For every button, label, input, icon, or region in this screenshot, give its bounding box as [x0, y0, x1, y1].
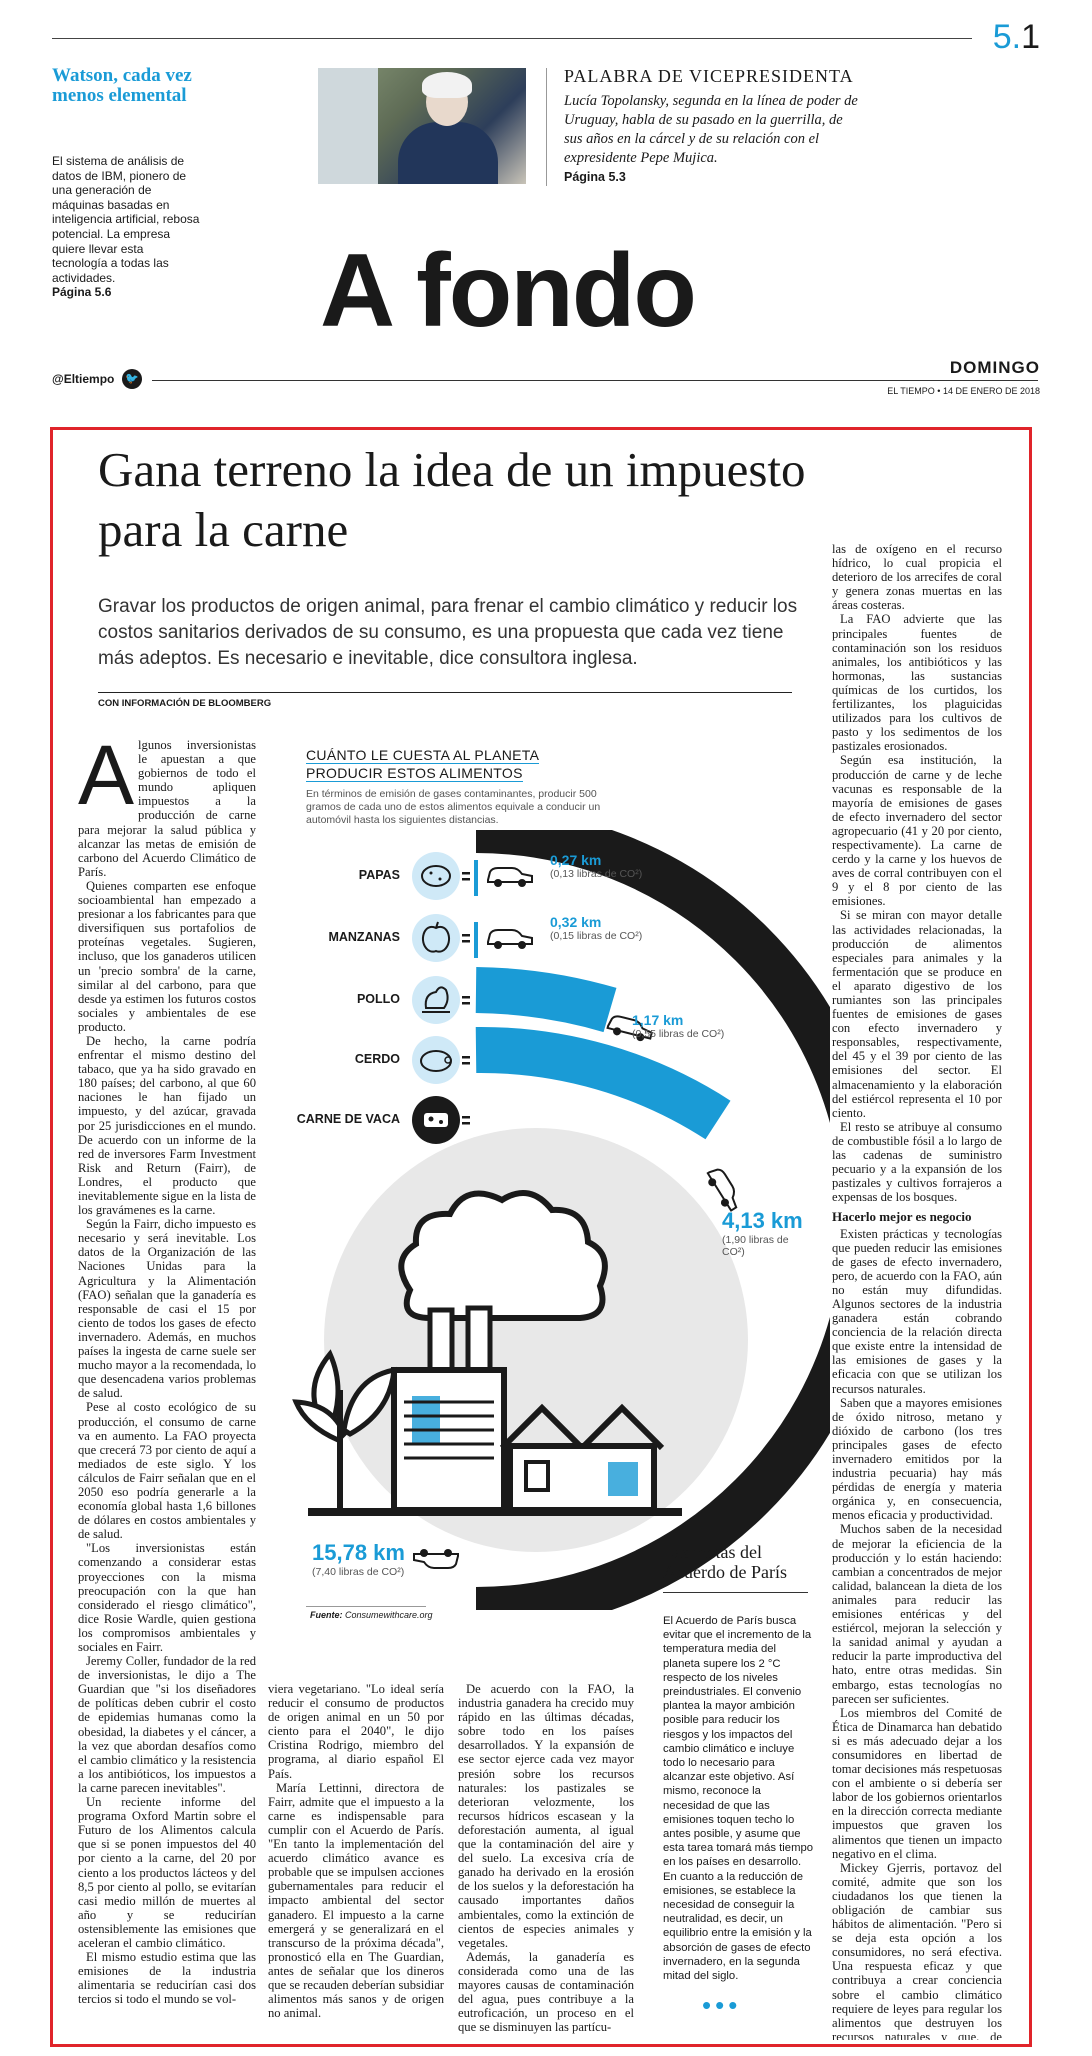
subhead: Hacerlo mejor es negocio: [832, 1210, 1002, 1224]
paragraph: Existen prácticas y tecnologías que pued…: [832, 1227, 1002, 1396]
paragraph: María Lettinni, directora de Fairr, admi…: [268, 1781, 444, 2021]
interview-title[interactable]: PALABRA DE VICEPRESIDENTA: [564, 66, 854, 87]
more-indicator: •••: [702, 1990, 741, 2021]
paragraph: "Los inversionistas están comenzando a c…: [78, 1541, 256, 1654]
item-label-chicken: POLLO: [280, 992, 400, 1006]
paragraph: El resto se atribuye al consumo de combu…: [832, 1120, 1002, 1205]
infographic-title: CUÁNTO LE CUESTA AL PLANETA PRODUCIR EST…: [306, 746, 539, 782]
paragraph: Muchos saben de la necesidad de mejorar …: [832, 1522, 1002, 1705]
section-title: A fondo: [320, 236, 880, 346]
car-icon-pork: [704, 1166, 743, 1213]
pig-icon: [412, 1036, 460, 1084]
potato-icon: [412, 852, 460, 900]
interview-page[interactable]: Página 5.3: [564, 170, 626, 184]
potato-bar: [474, 860, 478, 896]
article-column-4: las de oxígeno en el recurso hídrico, lo…: [832, 542, 1002, 2040]
teaser-title[interactable]: Watson, cada vez menos elemental: [52, 66, 202, 106]
equals-signs: [462, 872, 470, 1125]
article-column-3: De acuerdo con la FAO, la industria gana…: [458, 1682, 634, 2042]
sidebar-title: Las metas del Acuerdo de París: [663, 1542, 813, 1582]
article-deck: Gravar los productos de origen animal, p…: [98, 594, 808, 672]
value-apple: 0,32 km (0,15 libras de CO²): [550, 914, 642, 942]
cow-icon: [412, 1096, 460, 1144]
paragraph: Quienes comparten ese enfoque socioambie…: [78, 879, 256, 1034]
apple-icon: [412, 914, 460, 962]
interview-photo[interactable]: [318, 68, 526, 184]
twitter-handle[interactable]: @Eltiempo: [52, 372, 114, 386]
chicken-arc: [476, 990, 610, 1010]
paragraph: Según esa institución, la producción de …: [832, 753, 1002, 908]
paragraph: Si se miran con mayor detalle las activi…: [832, 908, 1002, 1119]
paragraph: las de oxígeno en el recurso hídrico, lo…: [832, 542, 1002, 612]
paragraph: Saben que a mayores emisiones de óxido n…: [832, 1396, 1002, 1523]
paragraph: Los miembros del Comité de Ética de Dina…: [832, 1706, 1002, 1861]
paragraph: Un reciente informe del programa Oxford …: [78, 1795, 256, 1950]
teaser-page[interactable]: Página 5.6: [52, 285, 111, 299]
paragraph: La FAO advierte que las principales fuen…: [832, 612, 1002, 753]
item-label-potato: PAPAS: [280, 868, 400, 882]
article-column-1: A lgunos inversionistas le apuestan a qu…: [78, 738, 256, 2043]
interview-summary: Lucía Topolansky, segunda en la línea de…: [564, 92, 864, 168]
teaser-text: El sistema de análisis de datos de IBM, …: [52, 154, 202, 300]
value-pork: 4,13 km (1,90 libras de CO²): [722, 1208, 812, 1258]
chicken-icon: [412, 976, 460, 1024]
dateline: EL TIEMPO • 14 DE ENERO DE 2018: [887, 386, 1040, 396]
value-beef: 15,78 km (7,40 libras de CO²): [312, 1540, 405, 1578]
sidebar-text: El Acuerdo de París busca evitar que el …: [663, 1614, 815, 1983]
value-chicken: 1,17 km (0,55 libras de CO²): [632, 1012, 724, 1040]
paragraph: El mismo estudio estima que las emisione…: [78, 1950, 256, 2006]
item-label-pork: CERDO: [280, 1052, 400, 1066]
drop-cap: A: [78, 740, 134, 810]
infographic-subtitle: En términos de emisión de gases contamin…: [306, 788, 606, 827]
twitter-icon[interactable]: 🐦: [122, 369, 142, 389]
divider: [546, 68, 547, 186]
paragraph: Además, la ganadería es considerada como…: [458, 1950, 634, 2035]
item-label-apple: MANZANAS: [280, 930, 400, 944]
car-icon-potato: [488, 868, 532, 887]
source-rule: [306, 1606, 426, 1607]
paragraph: Mickey Gjerris, portavoz del comité, adm…: [832, 1861, 1002, 2040]
header-rule: [152, 380, 1038, 381]
car-icon-beef: [414, 1549, 458, 1568]
deck-rule: [98, 692, 792, 693]
paragraph: De hecho, la carne podría enfrentar el m…: [78, 1034, 256, 1217]
article-column-2: viera vegetariano. "Lo ideal sería reduc…: [268, 1682, 444, 2042]
sidebar-rule: [663, 1592, 808, 1593]
paragraph: Pese al costo ecológico de su producción…: [78, 1400, 256, 1541]
paragraph: Según la Fairr, dicho impuesto es necesa…: [78, 1217, 256, 1400]
paragraph: De acuerdo con la FAO, la industria gana…: [458, 1682, 634, 1950]
page-number: 5.1: [993, 18, 1040, 57]
paragraph: viera vegetariano. "Lo ideal sería reduc…: [268, 1682, 444, 1781]
paragraph: Jeremy Coller, fundador de la red de inv…: [78, 1654, 256, 1795]
top-rule: [52, 38, 972, 39]
source-note: Fuente: Consumewithcare.org: [310, 1610, 433, 1620]
car-icon-apple: [488, 930, 532, 949]
article-headline: Gana terreno la idea de un impuesto para…: [98, 440, 818, 560]
value-potato: 0,27 km (0,13 libras de CO²): [550, 852, 642, 880]
byline: CON INFORMACIÓN DE BLOOMBERG: [98, 698, 271, 709]
apple-bar: [474, 922, 478, 958]
pork-arc: [476, 1050, 718, 1120]
day-label: DOMINGO: [950, 358, 1040, 378]
item-label-beef: CARNE DE VACA: [280, 1112, 400, 1126]
